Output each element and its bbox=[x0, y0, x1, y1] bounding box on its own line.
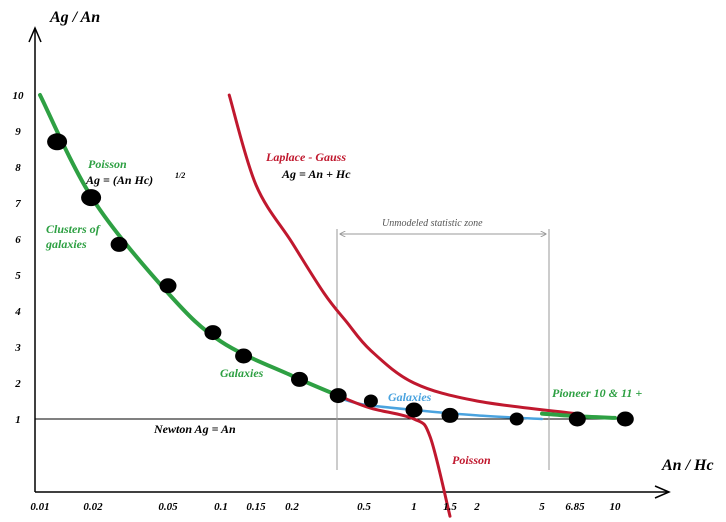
galaxies-green-label: Galaxies bbox=[220, 366, 264, 380]
y-tick-labels: 1 2 3 4 5 6 7 8 9 10 bbox=[13, 90, 25, 426]
x-tick-label: 0.5 bbox=[357, 501, 371, 513]
data-point bbox=[47, 133, 68, 151]
axes bbox=[28, 26, 671, 499]
x-tick-label: 5 bbox=[539, 501, 545, 513]
data-point bbox=[329, 388, 347, 404]
y-tick-label: 5 bbox=[15, 270, 21, 282]
data-point bbox=[405, 402, 423, 418]
x-tick-label: 0.15 bbox=[246, 501, 266, 513]
zone bbox=[336, 229, 550, 470]
data-point bbox=[159, 278, 177, 294]
y-axis-title: Ag / An bbox=[49, 9, 100, 26]
x-axis-arrow bbox=[654, 485, 671, 499]
poisson-formula: Ag = (An Hc) bbox=[85, 173, 153, 187]
y-tick-label: 3 bbox=[14, 342, 21, 354]
poisson-title: Poisson bbox=[88, 157, 127, 171]
data-point bbox=[291, 371, 308, 387]
y-tick-label: 8 bbox=[15, 162, 21, 174]
data-point bbox=[509, 412, 524, 426]
data-point bbox=[81, 189, 102, 207]
clusters-label-line1: Clusters of bbox=[46, 222, 101, 236]
poisson-exponent: 1/2 bbox=[175, 171, 185, 180]
data-point bbox=[568, 411, 586, 427]
series-line-3 bbox=[340, 395, 452, 518]
x-tick-label: 1.5 bbox=[443, 501, 457, 513]
data-point bbox=[363, 394, 378, 408]
x-tick-label: 0.1 bbox=[214, 501, 228, 513]
newton-label: Newton Ag = An bbox=[153, 422, 236, 436]
laplace-formula: Ag = An + Hc bbox=[281, 167, 351, 181]
pioneer-label: Pioneer 10 & 11 + bbox=[552, 386, 642, 400]
poisson-red-label: Poisson bbox=[452, 453, 491, 467]
x-tick-label: 0.01 bbox=[30, 501, 49, 513]
series-line-1 bbox=[227, 93, 577, 416]
x-tick-label: 0.02 bbox=[83, 501, 103, 513]
y-tick-label: 2 bbox=[14, 378, 21, 390]
y-tick-label: 10 bbox=[13, 90, 25, 102]
x-tick-labels: 0.01 0.02 0.05 0.1 0.15 0.2 0.5 1 1.5 2 5 6.85 10 bbox=[30, 501, 621, 513]
data-point bbox=[204, 325, 222, 341]
clusters-label-line2: galaxies bbox=[45, 237, 87, 251]
data-points bbox=[47, 133, 634, 427]
data-point bbox=[616, 411, 634, 427]
y-tick-label: 4 bbox=[14, 306, 21, 318]
y-axis-arrow bbox=[28, 26, 42, 43]
x-tick-label: 1 bbox=[411, 501, 417, 513]
laplace-title: Laplace - Gauss bbox=[265, 150, 346, 164]
y-tick-label: 1 bbox=[15, 414, 21, 426]
data-point bbox=[110, 236, 128, 252]
galaxies-blue-label: Galaxies bbox=[388, 390, 432, 404]
x-tick-label: 6.85 bbox=[565, 501, 585, 513]
data-point bbox=[441, 407, 459, 423]
y-tick-label: 9 bbox=[15, 126, 21, 138]
x-axis-title: An / Hc bbox=[661, 457, 714, 474]
x-tick-label: 0.05 bbox=[158, 501, 178, 513]
x-tick-label: 10 bbox=[610, 501, 622, 513]
zone-label: Unmodeled statistic zone bbox=[382, 218, 483, 229]
x-tick-label: 2 bbox=[473, 501, 480, 513]
y-tick-label: 6 bbox=[15, 234, 21, 246]
series-line-0 bbox=[38, 93, 345, 400]
data-point bbox=[235, 348, 253, 364]
x-tick-label: 0.2 bbox=[285, 501, 299, 513]
y-tick-label: 7 bbox=[15, 198, 21, 210]
